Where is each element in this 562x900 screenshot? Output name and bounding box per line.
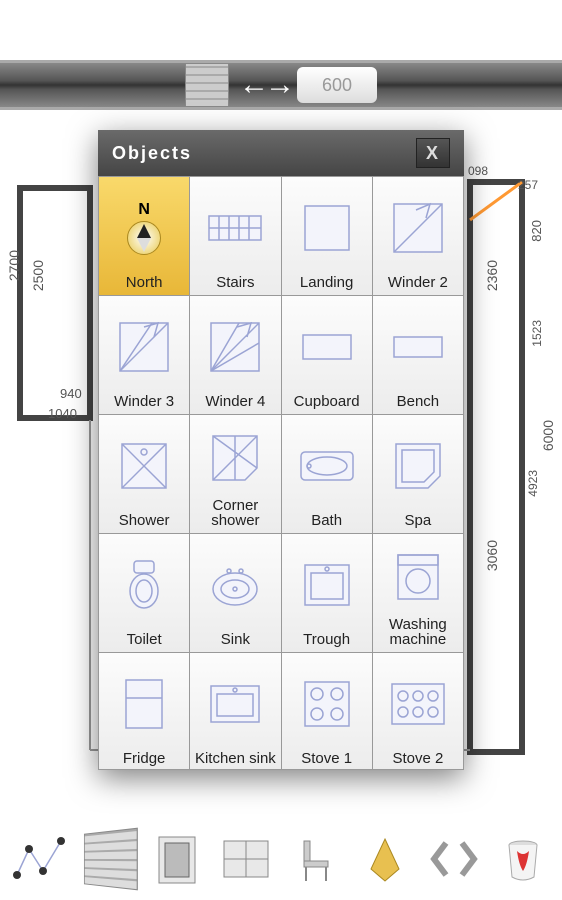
object-label: Sink (221, 632, 250, 648)
object-winder4[interactable]: Winder 4 (190, 296, 280, 414)
bath-icon (284, 419, 370, 513)
sink-icon (192, 538, 278, 632)
object-bath[interactable]: Bath (282, 415, 372, 533)
polyline-tool[interactable] (6, 826, 72, 892)
close-button[interactable]: X (416, 138, 450, 168)
object-label: Landing (300, 275, 353, 291)
fridge-icon (101, 657, 187, 751)
object-sink[interactable]: Sink (190, 534, 280, 652)
winder2-icon (375, 181, 461, 275)
dim-r3: 1523 (530, 320, 544, 347)
dim-r5: 4923 (526, 470, 540, 497)
stove1-icon (284, 657, 370, 751)
dim-l2: 2500 (30, 260, 46, 291)
object-winder2[interactable]: Winder 2 (373, 177, 463, 295)
object-label: Washing machine (375, 617, 461, 649)
dimension-input[interactable]: 600 (297, 67, 377, 103)
shower-icon (101, 419, 187, 513)
winder3-icon (101, 300, 187, 394)
object-label: Winder 4 (205, 394, 265, 410)
object-label: Stairs (216, 275, 254, 291)
object-toilet[interactable]: Toilet (99, 534, 189, 652)
washing-machine-icon (375, 538, 461, 617)
object-label: Fridge (123, 751, 166, 767)
dim-l4: 1040 (48, 406, 77, 421)
object-bench[interactable]: Bench (373, 296, 463, 414)
object-label: Winder 2 (388, 275, 448, 291)
object-corner-shower[interactable]: Corner shower (190, 415, 280, 533)
object-label: North (126, 275, 163, 291)
objects-dialog: Objects X NNorth Stairs Landing Winder 2 Win… (98, 130, 464, 770)
object-label: Spa (405, 513, 432, 529)
object-shower[interactable]: Shower (99, 415, 189, 533)
objects-grid: NNorth Stairs Landing Winder 2 Winder 3 Winde… (98, 176, 464, 770)
dim-r2: 2360 (484, 260, 500, 291)
stove2-icon (375, 657, 461, 751)
furniture-tool[interactable] (283, 826, 349, 892)
undo-redo-tool[interactable] (421, 826, 487, 892)
trough-icon (284, 538, 370, 632)
toilet-icon (101, 538, 187, 632)
object-north[interactable]: NNorth (99, 177, 189, 295)
dialog-title: Objects (112, 143, 192, 164)
object-stove1[interactable]: Stove 1 (282, 653, 372, 770)
object-washing-machine[interactable]: Washing machine (373, 534, 463, 652)
resize-arrows-icon[interactable]: ←→ (239, 68, 291, 102)
object-label: Bath (311, 513, 342, 529)
object-label: Winder 3 (114, 394, 174, 410)
stairs-icon (192, 181, 278, 275)
object-trough[interactable]: Trough (282, 534, 372, 652)
wall-texture-icon[interactable] (185, 63, 229, 107)
kitchen-sink-icon (192, 657, 278, 751)
measure-tool[interactable] (352, 826, 418, 892)
top-toolbar: ←→ 600 (0, 60, 562, 110)
object-label: Kitchen sink (195, 751, 276, 767)
dim-l3: 940 (60, 386, 82, 401)
spa-icon (375, 419, 461, 513)
object-label: Toilet (127, 632, 162, 648)
status-area (0, 0, 562, 60)
dim-l1: 2700 (6, 250, 22, 281)
object-fridge[interactable]: Fridge (99, 653, 189, 770)
cupboard-icon (284, 300, 370, 394)
dim-tr1: 098 (468, 164, 488, 178)
object-landing[interactable]: Landing (282, 177, 372, 295)
winder4-icon (192, 300, 278, 394)
door-tool[interactable] (144, 826, 210, 892)
delete-tool[interactable] (490, 826, 556, 892)
object-label: Shower (119, 513, 170, 529)
bottom-toolbar (0, 814, 562, 892)
landing-icon (284, 181, 370, 275)
object-label: Bench (397, 394, 440, 410)
wall-tool[interactable] (75, 826, 141, 892)
corner-shower-icon (192, 419, 278, 498)
object-label: Stove 2 (392, 751, 443, 767)
window-tool[interactable] (213, 826, 279, 892)
object-kitchen-sink[interactable]: Kitchen sink (190, 653, 280, 770)
dim-tr2: 257 (518, 178, 538, 192)
object-winder3[interactable]: Winder 3 (99, 296, 189, 414)
object-spa[interactable]: Spa (373, 415, 463, 533)
object-cupboard[interactable]: Cupboard (282, 296, 372, 414)
object-stairs[interactable]: Stairs (190, 177, 280, 295)
object-label: Corner shower (192, 498, 278, 530)
dialog-header: Objects X (98, 130, 464, 176)
dim-r6: 3060 (484, 540, 500, 571)
object-label: Trough (303, 632, 350, 648)
bench-icon (375, 300, 461, 394)
dim-r1: 820 (529, 220, 544, 242)
object-label: Stove 1 (301, 751, 352, 767)
dim-r4: 6000 (540, 420, 556, 451)
object-label: Cupboard (294, 394, 360, 410)
object-stove2[interactable]: Stove 2 (373, 653, 463, 770)
north-icon: N (101, 181, 187, 275)
